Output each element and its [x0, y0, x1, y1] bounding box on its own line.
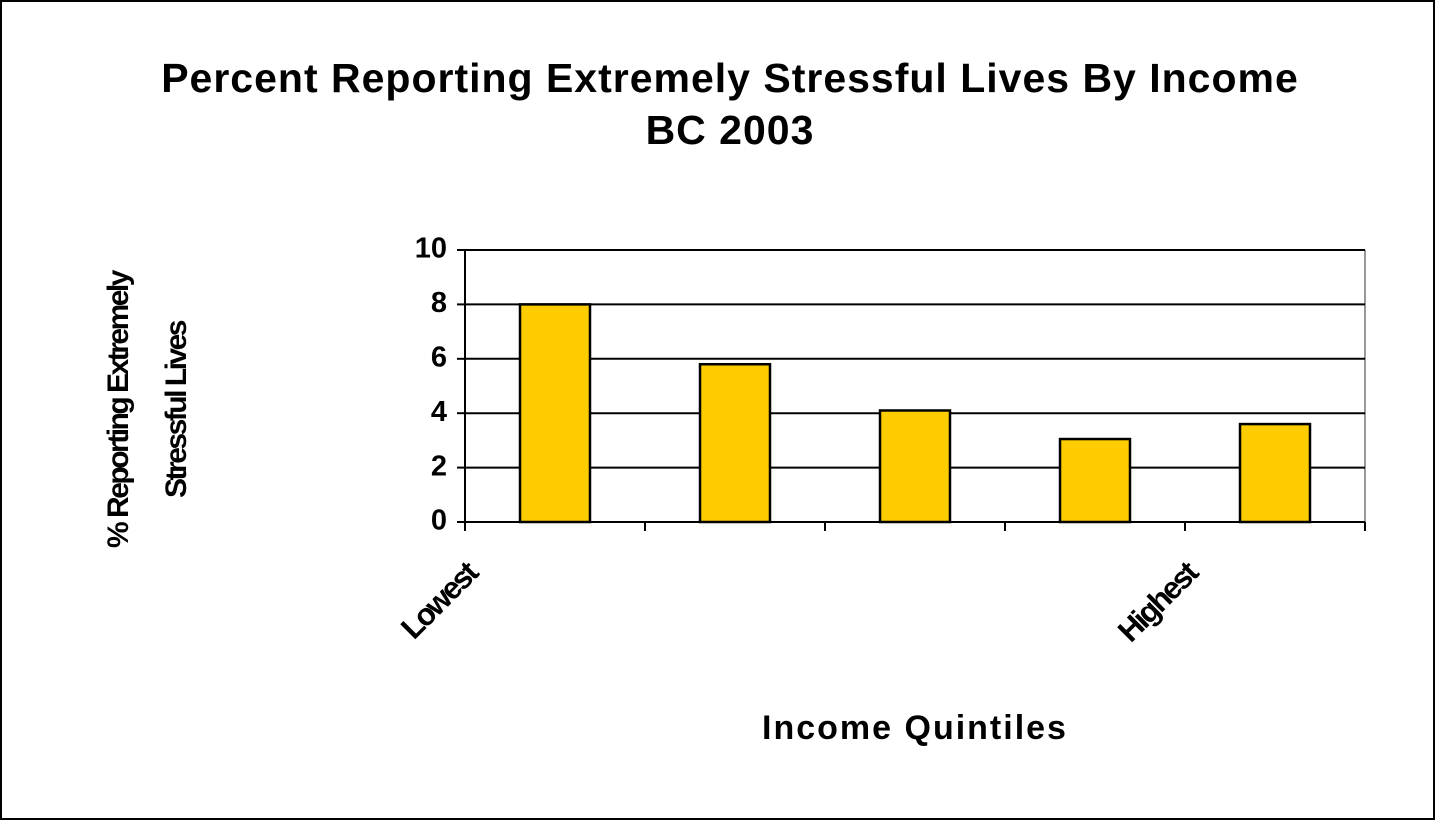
x-axis-title: Income Quintiles: [762, 709, 1068, 747]
bar: [518, 303, 592, 524]
bar: [1238, 422, 1312, 524]
x-tick-label: Lowest: [394, 554, 485, 645]
y-tick-label: 10: [415, 233, 447, 265]
y-tick-label: 8: [431, 287, 447, 319]
bar: [878, 409, 952, 524]
y-tick-label: 4: [431, 396, 447, 428]
y-tick-label: 0: [431, 505, 447, 537]
y-tick-label: 2: [431, 450, 447, 482]
x-tick-label: Highest: [1111, 554, 1205, 648]
bar: [1058, 437, 1132, 524]
bar: [698, 362, 772, 524]
y-tick-label: 6: [431, 341, 447, 373]
chart-title: Percent Reporting Extremely Stressful Li…: [161, 55, 1299, 153]
y-axis-title: % Reporting Extremely Stressful Lives: [102, 272, 193, 548]
